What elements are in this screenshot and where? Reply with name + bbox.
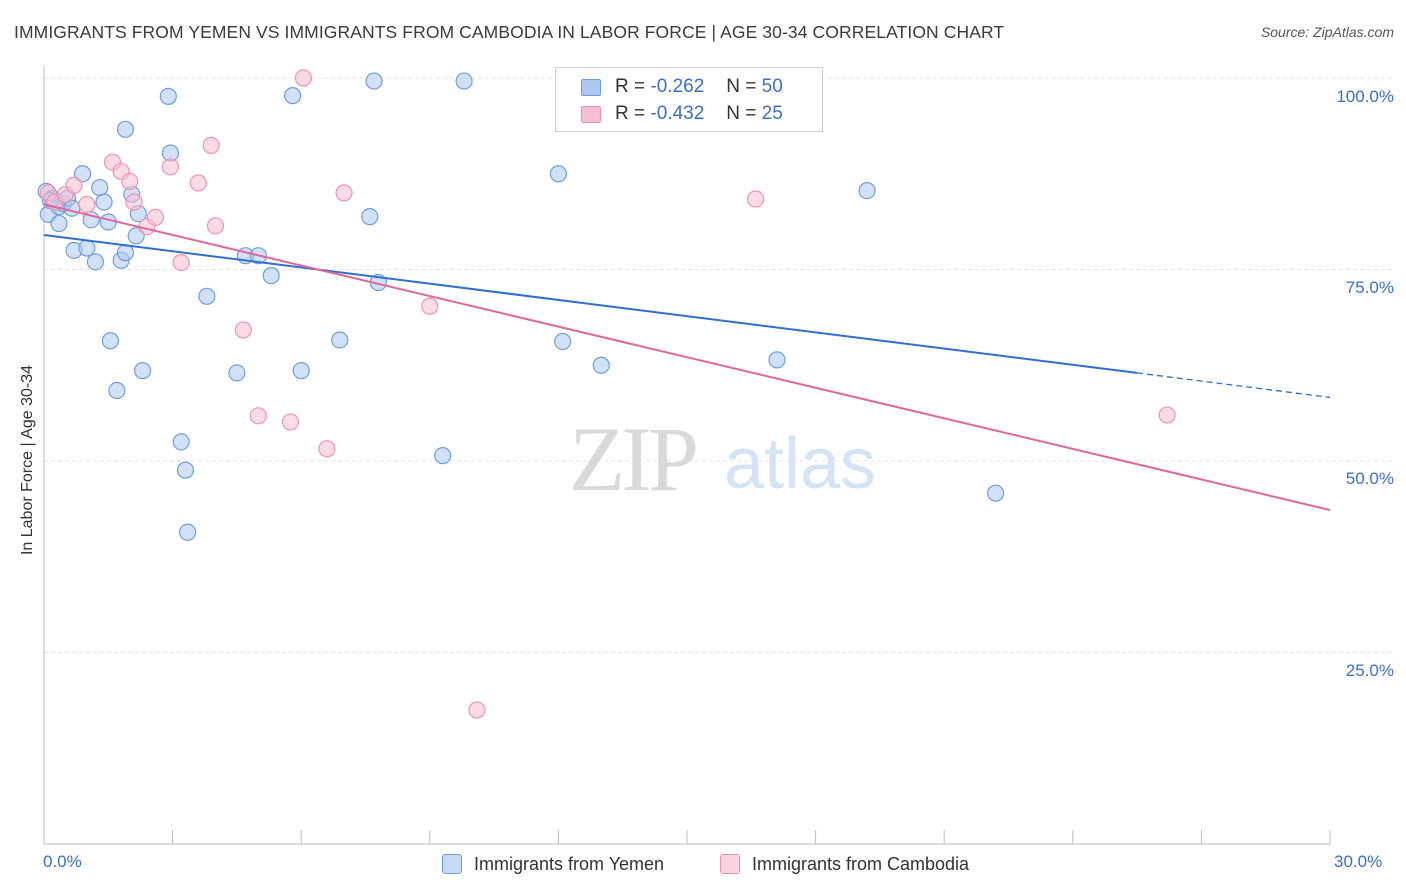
yemen-trend-line bbox=[43, 234, 1138, 374]
yemen-point bbox=[198, 287, 216, 305]
yemen-point bbox=[361, 208, 379, 226]
r-label: R = bbox=[615, 76, 646, 97]
cambodia-point bbox=[78, 195, 96, 213]
r-value-yemen: -0.262 bbox=[650, 76, 705, 97]
cambodia-point bbox=[249, 407, 267, 425]
cambodia-point bbox=[1158, 406, 1176, 424]
yemen-point bbox=[50, 214, 68, 233]
cambodia-point bbox=[335, 184, 353, 202]
series-legend-cambodia: Immigrants from Cambodia bbox=[720, 852, 969, 876]
cambodia-point bbox=[746, 190, 765, 208]
cambodia-legend-label: Immigrants from Cambodia bbox=[752, 853, 970, 874]
cambodia-point bbox=[161, 158, 180, 176]
yemen-point bbox=[78, 239, 96, 257]
yemen-point bbox=[455, 72, 473, 90]
chart-title: IMMIGRANTS FROM YEMEN VS IMMIGRANTS FROM… bbox=[14, 22, 1005, 42]
yemen-point bbox=[73, 165, 92, 183]
yemen-point bbox=[176, 461, 195, 479]
legend-row-cambodia: R = -0.432 N = 25 bbox=[556, 100, 783, 128]
cambodia-point bbox=[468, 701, 486, 719]
n-label: N = bbox=[726, 76, 757, 97]
cambodia-point bbox=[146, 208, 165, 227]
x-tick-label-min: 0.0% bbox=[43, 852, 82, 871]
cambodia-trend-line bbox=[43, 203, 1331, 511]
cambodia-point bbox=[318, 440, 336, 458]
cambodia-swatch bbox=[581, 105, 601, 123]
cambodia-point bbox=[206, 217, 225, 235]
yemen-point bbox=[592, 356, 610, 374]
y-axis-label: In Labor Force | Age 30-34 bbox=[19, 364, 36, 556]
cambodia-point bbox=[421, 297, 439, 315]
yemen-point bbox=[116, 120, 135, 138]
yemen-point bbox=[858, 182, 876, 200]
yemen-point bbox=[331, 331, 349, 349]
yemen-point bbox=[116, 244, 135, 262]
yemen-point bbox=[172, 433, 190, 451]
yemen-point bbox=[549, 165, 568, 183]
series-legend-yemen: Immigrants from Yemen bbox=[442, 852, 664, 876]
n-value-yemen: 50 bbox=[761, 76, 783, 97]
cambodia-point bbox=[121, 172, 139, 191]
yemen-point bbox=[108, 381, 126, 400]
watermark-zip: ZIP bbox=[569, 408, 696, 510]
cambodia-point bbox=[234, 321, 252, 339]
r-label: R = bbox=[615, 103, 646, 124]
yemen-point bbox=[768, 351, 786, 369]
cambodia-legend-swatch bbox=[720, 854, 740, 874]
cambodia-point bbox=[65, 176, 83, 194]
yemen-point bbox=[86, 253, 105, 271]
yemen-point bbox=[101, 332, 120, 350]
series-cambodia-points bbox=[39, 69, 1176, 719]
yemen-point bbox=[95, 193, 113, 211]
y-tick-label: 50.0% bbox=[1345, 469, 1394, 488]
cambodia-point bbox=[281, 413, 300, 431]
yemen-legend-swatch bbox=[442, 854, 462, 874]
yemen-point bbox=[228, 364, 246, 382]
x-tick-label-max: 30.0% bbox=[1334, 852, 1383, 871]
yemen-trend-extension bbox=[1137, 372, 1331, 399]
yemen-point bbox=[91, 178, 109, 197]
yemen-point bbox=[179, 523, 197, 541]
y-tick-label: 25.0% bbox=[1345, 661, 1394, 680]
n-label: N = bbox=[726, 103, 757, 124]
correlation-legend: R = -0.262 N = 50 R = -0.432 N = 25 bbox=[555, 67, 823, 132]
yemen-point bbox=[987, 484, 1005, 502]
cambodia-point bbox=[125, 193, 143, 211]
yemen-point bbox=[159, 87, 177, 105]
y-tick-label: 100.0% bbox=[1336, 87, 1394, 106]
yemen-point bbox=[434, 447, 452, 465]
cambodia-point bbox=[189, 174, 207, 192]
yemen-point bbox=[365, 72, 383, 90]
r-value-cambodia: -0.432 bbox=[650, 103, 705, 124]
yemen-point bbox=[284, 87, 302, 105]
trend-lines bbox=[43, 203, 1331, 511]
yemen-point bbox=[262, 267, 280, 285]
watermark: ZIP atlas bbox=[569, 408, 876, 510]
yemen-point bbox=[292, 362, 310, 380]
yemen-point bbox=[133, 362, 152, 380]
cambodia-point bbox=[202, 136, 220, 155]
n-value-cambodia: 25 bbox=[761, 103, 783, 124]
cambodia-point bbox=[294, 69, 312, 87]
yemen-swatch bbox=[581, 78, 601, 96]
y-tick-label: 75.0% bbox=[1345, 278, 1394, 297]
yemen-legend-label: Immigrants from Yemen bbox=[474, 853, 665, 874]
source-label: Source: ZipAtlas.com bbox=[1260, 24, 1394, 40]
yemen-point bbox=[554, 332, 572, 351]
legend-row-yemen: R = -0.262 N = 50 bbox=[556, 73, 783, 101]
cambodia-point bbox=[172, 254, 190, 272]
watermark-atlas: atlas bbox=[724, 424, 876, 504]
